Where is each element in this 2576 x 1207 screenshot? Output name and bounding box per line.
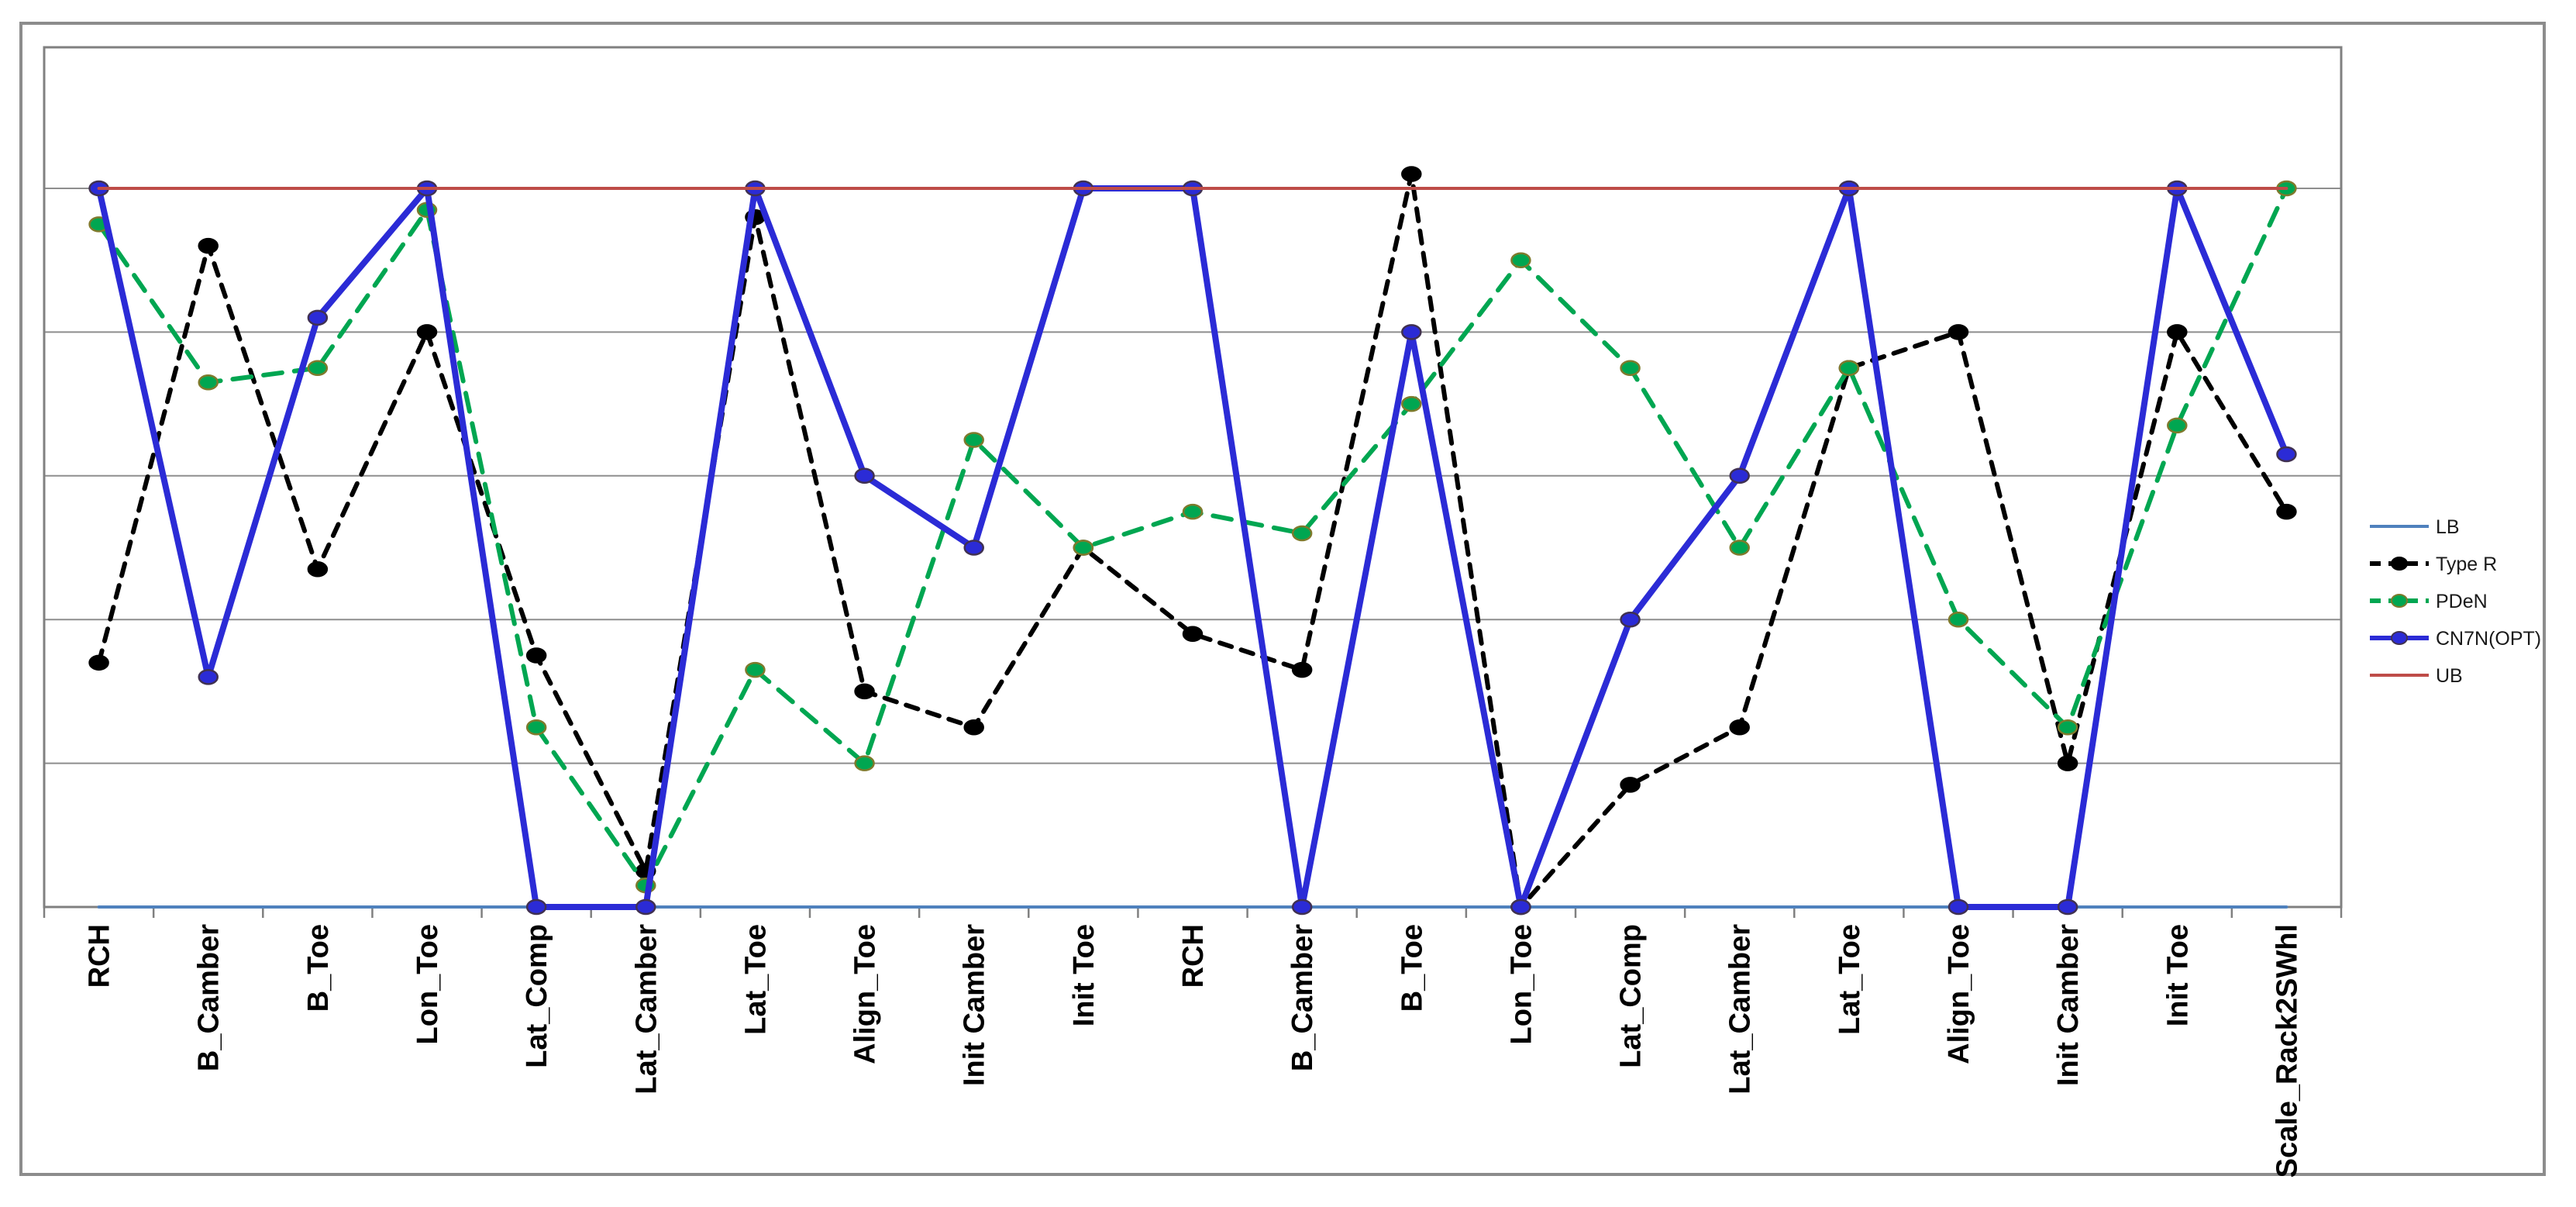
legend-swatch-marker bbox=[2391, 594, 2408, 608]
x-axis-label: Init Toe bbox=[2161, 924, 2194, 1026]
data-point-Type-R bbox=[1620, 777, 1641, 793]
data-point-Type-R bbox=[1401, 166, 1422, 182]
x-axis-label: Lat_Camber bbox=[1724, 924, 1757, 1095]
x-axis-label: B_Camber bbox=[193, 924, 226, 1071]
x-axis-label: Lat_Comp bbox=[521, 924, 553, 1068]
data-point-PDeN bbox=[1291, 525, 1313, 542]
data-point-CN7N-OPT- bbox=[1947, 898, 1969, 916]
outer-border bbox=[19, 22, 2546, 1176]
x-axis-label: B_Toe bbox=[302, 924, 335, 1012]
data-point-CN7N-OPT- bbox=[1620, 611, 1641, 628]
data-point-PDeN bbox=[854, 755, 875, 771]
legend-label: PDeN bbox=[2436, 591, 2488, 612]
data-point-CN7N-OPT- bbox=[1729, 467, 1750, 485]
x-axis-label: Lat_Toe bbox=[739, 924, 772, 1035]
data-point-Type-R bbox=[1947, 324, 1969, 340]
data-point-PDeN bbox=[307, 360, 329, 376]
legend-item-UB: UB bbox=[2370, 665, 2463, 687]
legend-item-LB: LB bbox=[2370, 516, 2460, 538]
legend-swatch-marker bbox=[2391, 557, 2408, 571]
x-axis-label: Init Camber bbox=[959, 924, 991, 1086]
x-axis-label: Init Toe bbox=[1068, 924, 1100, 1026]
data-point-PDeN bbox=[1401, 395, 1422, 412]
data-point-PDeN bbox=[1073, 540, 1094, 556]
data-point-CN7N-OPT- bbox=[307, 309, 329, 326]
x-axis-label: Align_Toe bbox=[849, 924, 882, 1064]
data-point-PDeN bbox=[963, 432, 984, 448]
x-axis-label: B_Toe bbox=[1396, 924, 1428, 1012]
data-point-Type-R bbox=[198, 237, 219, 254]
data-point-PDeN bbox=[745, 661, 766, 678]
data-point-Type-R bbox=[88, 654, 109, 671]
x-axis-label: Align_Toe bbox=[1943, 924, 1975, 1064]
x-axis-label: B_Camber bbox=[1286, 924, 1319, 1071]
data-point-Type-R bbox=[1182, 626, 1204, 642]
x-axis-label: Lon_Toe bbox=[1505, 924, 1538, 1045]
data-point-Type-R bbox=[2057, 755, 2078, 771]
data-point-Type-R bbox=[963, 719, 984, 736]
data-point-CN7N-OPT- bbox=[963, 540, 984, 556]
data-point-PDeN bbox=[2167, 417, 2188, 434]
data-point-PDeN bbox=[2057, 719, 2078, 736]
data-point-CN7N-OPT- bbox=[198, 669, 219, 685]
legend-label: LB bbox=[2436, 516, 2460, 538]
data-point-CN7N-OPT- bbox=[2276, 446, 2297, 463]
x-axis-label: RCH bbox=[84, 924, 116, 988]
data-point-PDeN bbox=[1729, 540, 1750, 556]
data-point-CN7N-OPT- bbox=[635, 898, 656, 916]
data-point-PDeN bbox=[1182, 503, 1204, 520]
data-point-PDeN bbox=[1838, 360, 1860, 376]
legend-label: UB bbox=[2436, 665, 2463, 687]
x-axis-label: Init Camber bbox=[2052, 924, 2085, 1086]
x-axis-label: Scale_Rack2SWhl bbox=[2271, 924, 2303, 1178]
x-axis-label: RCH bbox=[1177, 924, 1210, 988]
x-axis-label: Lon_Toe bbox=[412, 924, 444, 1045]
legend-swatch-marker bbox=[2391, 631, 2408, 645]
data-point-PDeN bbox=[1947, 611, 1969, 628]
legend-label: CN7N(OPT) bbox=[2436, 628, 2541, 650]
data-point-CN7N-OPT- bbox=[525, 898, 547, 916]
data-point-Type-R bbox=[854, 683, 875, 700]
data-point-PDeN bbox=[1510, 252, 1531, 268]
data-point-PDeN bbox=[198, 374, 219, 391]
legend-item-PDeN: PDeN bbox=[2370, 591, 2488, 612]
data-point-PDeN bbox=[525, 719, 547, 736]
legend-item-CN7N-OPT-: CN7N(OPT) bbox=[2370, 628, 2541, 650]
data-point-CN7N-OPT- bbox=[854, 467, 875, 485]
legend-label: Type R bbox=[2436, 553, 2497, 575]
x-axis-label: Lat_Comp bbox=[1615, 924, 1648, 1068]
data-point-CN7N-OPT- bbox=[1510, 898, 1531, 916]
data-point-Type-R bbox=[2276, 503, 2297, 520]
data-point-Type-R bbox=[416, 324, 438, 340]
data-point-PDeN bbox=[1620, 360, 1641, 376]
data-point-Type-R bbox=[1729, 719, 1750, 736]
data-point-CN7N-OPT- bbox=[1401, 324, 1422, 340]
x-axis-label: Lat_Camber bbox=[630, 924, 663, 1095]
data-point-Type-R bbox=[307, 561, 329, 578]
data-point-CN7N-OPT- bbox=[1291, 898, 1313, 916]
legend-item-Type-R: Type R bbox=[2370, 553, 2497, 575]
data-point-Type-R bbox=[1291, 661, 1313, 678]
x-axis-label: Lat_Toe bbox=[1834, 924, 1866, 1035]
data-point-CN7N-OPT- bbox=[2057, 898, 2078, 916]
data-point-Type-R bbox=[525, 647, 547, 664]
data-point-Type-R bbox=[2167, 324, 2188, 340]
